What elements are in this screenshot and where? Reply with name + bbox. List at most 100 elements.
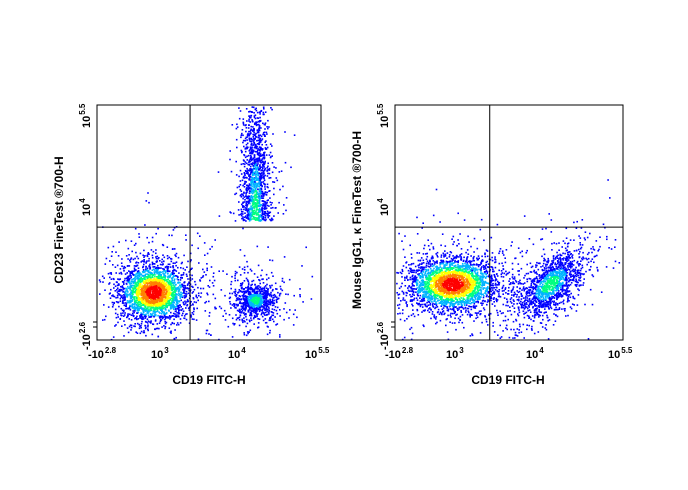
- event-dot: [258, 217, 260, 220]
- event-dot: [259, 139, 262, 142]
- event-dot: [258, 318, 261, 320]
- event-dot: [189, 289, 192, 291]
- event-dot: [161, 317, 164, 320]
- event-dot: [120, 262, 123, 264]
- event-dot: [129, 273, 132, 275]
- event-dot: [149, 300, 151, 302]
- event-dot: [125, 255, 128, 257]
- event-dot: [257, 308, 260, 311]
- event-dot: [251, 189, 254, 192]
- event-dot: [258, 188, 261, 190]
- event-dot: [255, 107, 257, 110]
- event-dot: [267, 172, 269, 175]
- event-dot: [151, 290, 154, 293]
- event-dot: [194, 283, 197, 286]
- event-dot: [167, 272, 169, 275]
- event-dot: [241, 132, 243, 135]
- event-dot: [250, 270, 253, 272]
- event-dot: [129, 324, 132, 326]
- event-dot: [262, 164, 265, 166]
- event-dot: [177, 315, 180, 317]
- event-dot: [153, 266, 156, 268]
- event-dot: [159, 273, 162, 276]
- event-dot: [245, 203, 248, 205]
- event-dot: [157, 290, 160, 292]
- event-dot: [257, 161, 259, 163]
- event-dot: [254, 198, 256, 201]
- event-dot: [253, 311, 255, 314]
- event-dot: [155, 305, 158, 307]
- event-dot: [246, 142, 249, 145]
- event-dot: [265, 305, 268, 307]
- event-dot: [279, 315, 281, 317]
- event-dot: [274, 295, 277, 297]
- event-dot: [258, 168, 260, 171]
- event-dot: [160, 319, 163, 321]
- event-dot: [232, 303, 235, 305]
- event-dot: [159, 302, 161, 304]
- event-dot: [173, 288, 175, 291]
- event-dot: [264, 322, 267, 324]
- event-dot: [274, 306, 277, 308]
- event-dot: [169, 282, 172, 284]
- event-dot: [163, 325, 165, 327]
- event-dot: [242, 197, 244, 200]
- event-dot: [143, 297, 145, 299]
- event-dot: [185, 234, 187, 236]
- event-dot: [155, 293, 157, 295]
- event-dot: [473, 259, 475, 262]
- event-dot: [247, 309, 250, 312]
- event-dot: [256, 199, 258, 201]
- event-dot: [143, 263, 145, 266]
- event-dot: [145, 269, 148, 272]
- event-dot: [259, 167, 261, 170]
- event-dot: [166, 268, 169, 270]
- event-dot: [143, 313, 146, 316]
- event-dot: [131, 312, 134, 315]
- event-dot: [183, 254, 185, 257]
- event-dot: [246, 206, 248, 208]
- event-dot: [148, 282, 151, 284]
- event-dot: [258, 185, 261, 188]
- event-dot: [239, 274, 242, 276]
- event-dot: [261, 213, 264, 215]
- event-dot: [206, 263, 208, 265]
- event-dot: [157, 293, 160, 296]
- event-dot: [263, 134, 266, 137]
- event-dot: [158, 316, 161, 318]
- event-dot: [155, 271, 158, 274]
- event-dot: [122, 298, 124, 300]
- event-dot: [277, 291, 279, 294]
- event-dot: [249, 303, 251, 305]
- event-dot: [244, 309, 246, 312]
- event-dot: [171, 301, 174, 304]
- event-dot: [150, 281, 152, 283]
- event-dot: [125, 303, 128, 305]
- event-dot: [262, 278, 264, 280]
- event-dot: [267, 303, 269, 305]
- event-dot: [213, 279, 216, 282]
- event-dot: [166, 306, 168, 308]
- event-dot: [241, 129, 244, 131]
- event-dot: [251, 119, 253, 121]
- event-dot: [107, 272, 110, 275]
- event-dot: [199, 280, 202, 282]
- event-dot: [131, 287, 134, 289]
- event-dot: [176, 314, 178, 316]
- event-dot: [115, 316, 118, 319]
- event-dot: [146, 311, 149, 314]
- event-dot: [260, 295, 262, 297]
- event-dot: [474, 269, 477, 272]
- event-dot: [147, 253, 149, 255]
- event-dot: [255, 132, 257, 135]
- event-dot: [203, 242, 206, 244]
- plot-panel-2: -102.8 103 104 105.5 -102.6 104 105.5 CD…: [350, 103, 633, 387]
- event-dot: [175, 261, 178, 263]
- event-dot: [281, 277, 284, 280]
- event-dot: [165, 279, 168, 281]
- event-dot: [156, 323, 159, 325]
- event-dot: [285, 311, 288, 314]
- event-dot: [258, 178, 260, 180]
- event-dot: [256, 213, 258, 215]
- event-dot: [261, 207, 263, 209]
